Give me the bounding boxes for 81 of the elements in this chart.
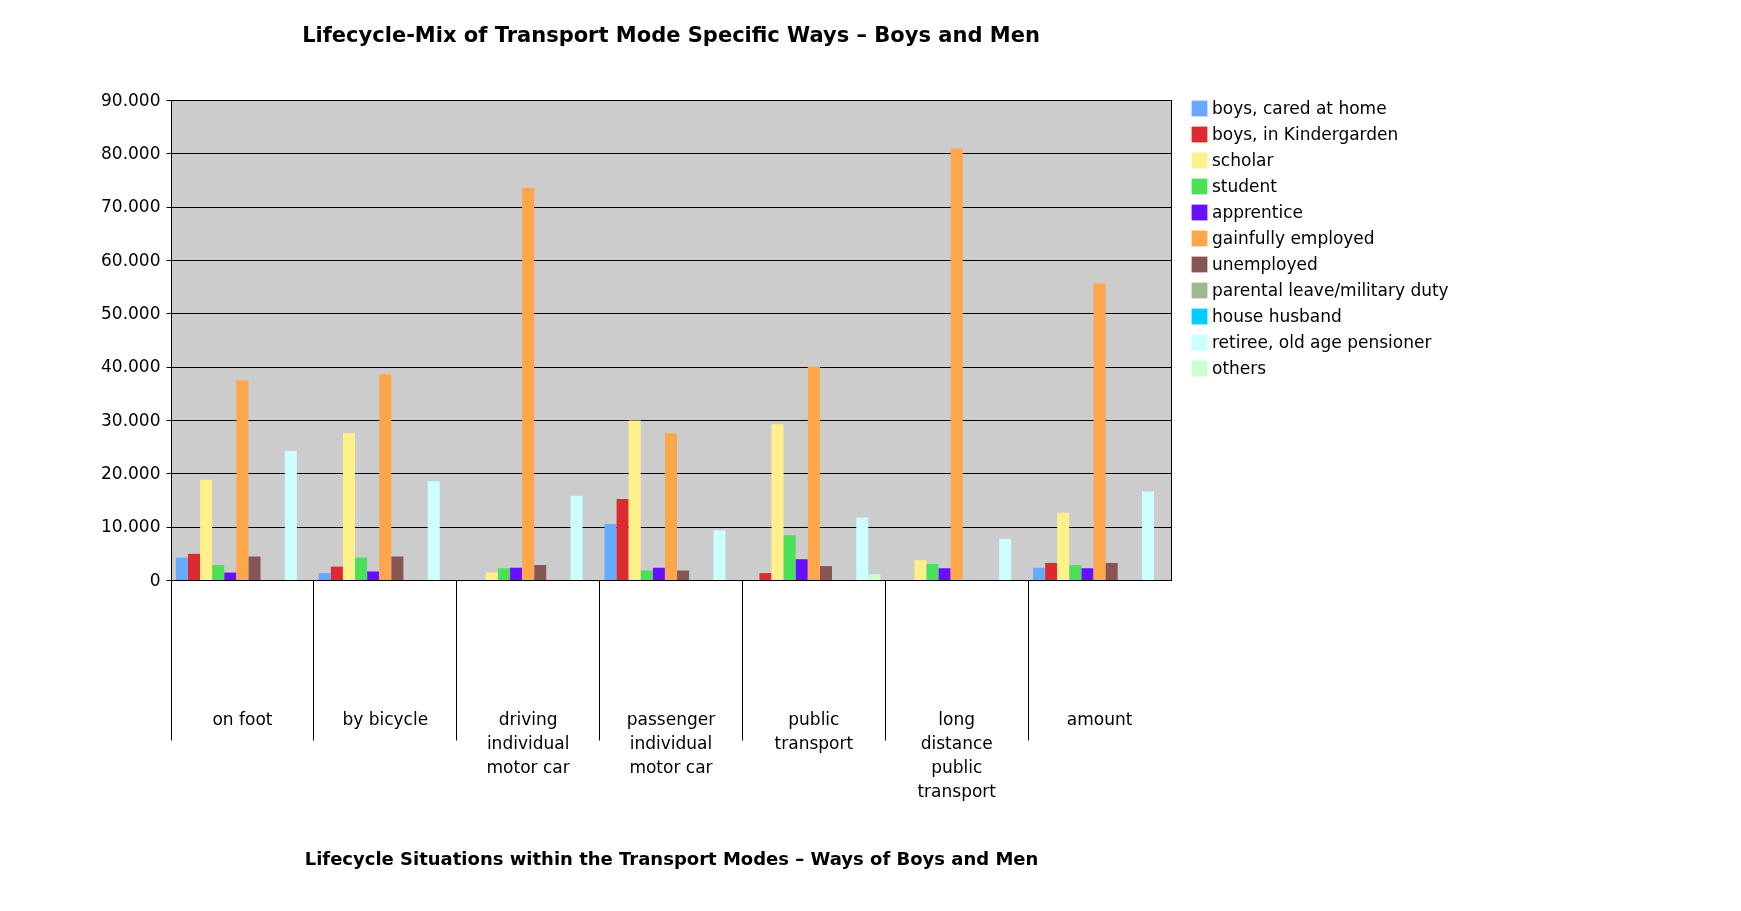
legend-label: others [1212,357,1267,378]
y-tick-label: 50.000 [101,302,161,323]
bar [914,560,927,580]
bar [522,188,535,580]
bar [427,481,440,580]
bar [771,424,784,580]
legend-label: boys, in Kindergarden [1212,123,1399,144]
legend-label: parental leave/military duty [1212,279,1449,300]
bar [342,433,355,580]
bar [200,479,213,580]
bar [713,530,726,580]
bar [485,572,498,580]
legend-label: gainfully employed [1212,227,1375,248]
y-tick-label: 20.000 [101,462,161,483]
bar [212,565,225,580]
bar [999,538,1012,580]
bar [248,556,261,580]
bar [510,567,523,580]
bar [628,420,641,580]
y-tick-label: 60.000 [101,249,161,270]
x-tick-label: on foot [212,708,273,729]
bar [950,148,963,580]
legend-label: apprentice [1212,201,1304,222]
bar [938,568,951,580]
y-tick-label: 0 [149,569,161,590]
legend-label: boys, cared at home [1212,97,1387,118]
bar [1142,491,1154,580]
bar [819,566,832,580]
bar [188,553,200,580]
bar [926,564,939,580]
legend-label: student [1212,175,1278,196]
x-tick-label: by bicycle [342,708,429,729]
y-tick-label: 10.000 [101,516,161,537]
legend-label: house husband [1212,305,1342,326]
legend-label: retiree, old age pensioner [1212,331,1432,352]
bar [1093,283,1106,580]
bar [1033,567,1046,580]
y-tick-label: 90.000 [101,89,161,110]
bar [391,556,404,580]
x-tick-label: passenger individual motor car [626,708,716,777]
bar [652,567,665,580]
bar [604,524,617,580]
bar [318,573,331,580]
bar [677,570,690,580]
y-tick-label: 70.000 [101,196,161,217]
bar [868,574,881,580]
y-tick-label: 40.000 [101,356,161,377]
bar [1105,562,1118,580]
bar [379,374,392,580]
bar [224,572,237,580]
x-tick-label: public transport [774,708,854,753]
bar [807,366,820,580]
x-tick-label: driving individual motor car [486,708,570,777]
bar [616,498,629,580]
bar [236,380,249,580]
bar [795,559,808,580]
bar [640,570,653,580]
x-axis-title: Lifecycle Situations within the Transport Modes – Ways of Boys and Men [304,847,1039,869]
bar [1057,512,1070,580]
y-tick-label: 80.000 [101,142,161,163]
bar [355,557,368,580]
bar [330,566,343,580]
legend-label: scholar [1212,149,1274,170]
bar [1081,568,1094,580]
bar [1069,565,1082,580]
x-tick-label: long distance public transport [917,708,997,801]
chart-title: Lifecycle-Mix of Transport Mode Specific Ways – Boys and Men [302,23,1040,47]
x-tick-label: amount [1066,708,1133,729]
bar [783,535,796,580]
bar [665,433,677,580]
bar [367,571,380,580]
y-tick-label: 30.000 [101,409,161,430]
bar [284,450,297,580]
legend-label: unemployed [1212,253,1318,274]
bar [759,573,772,580]
bar [1045,562,1058,580]
bar [534,565,547,580]
bar [497,568,510,580]
bar [856,517,869,580]
bar [570,495,583,580]
bar [175,557,188,580]
